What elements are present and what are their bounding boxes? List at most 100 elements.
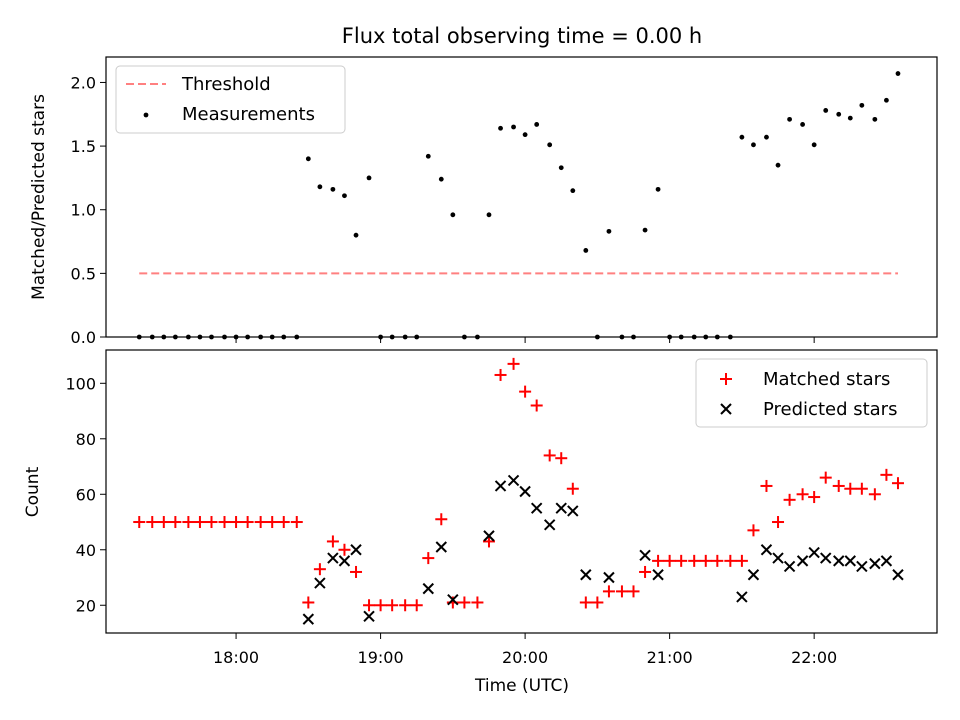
matched-star-marker — [519, 385, 532, 398]
matched-star-marker — [494, 368, 507, 381]
measurement-point — [655, 186, 661, 192]
predicted-star-marker — [327, 552, 339, 564]
predicted-star-marker — [796, 555, 809, 567]
predicted-star-marker — [567, 505, 579, 517]
bottom-panel: Count Time (UTC) 20 40 60 80 100 18:00 19:00 2… — [23, 349, 938, 696]
bottom-y-axis-label: Count — [23, 466, 43, 517]
matched-star-marker — [507, 357, 520, 370]
measurement-point — [366, 175, 372, 181]
matched-star-marker — [302, 596, 315, 609]
measurement-point — [522, 132, 528, 138]
matched-star-marker — [663, 554, 676, 567]
predicted-star-marker — [783, 560, 796, 573]
matched-star-marker — [146, 516, 159, 529]
predicted-star-marker — [808, 546, 820, 559]
predicted-star-marker — [760, 544, 773, 556]
measurement-point — [847, 115, 853, 121]
predicted-star-marker — [844, 555, 856, 567]
measurement-point — [583, 248, 589, 253]
measurement-point — [823, 108, 829, 113]
measurement-point — [353, 232, 359, 238]
measurement-point — [642, 227, 648, 233]
predicted-star-marker — [747, 569, 760, 581]
matched-star-marker — [832, 479, 845, 492]
top-plot-frame — [105, 56, 938, 338]
predicted-star-marker — [302, 613, 315, 625]
measurement-point — [800, 122, 805, 127]
matched-star-marker — [543, 449, 556, 462]
x-tick-label: 22:00 — [791, 648, 837, 667]
top-y-axis-label: Matched/Predicted stars — [29, 94, 49, 300]
matched-star-marker — [410, 599, 423, 612]
top-y-tick-label: 0.0 — [71, 328, 96, 347]
chart-title: Flux total observing time = 0.00 h — [342, 24, 702, 48]
x-tick-label: 19:00 — [358, 648, 404, 667]
predicted-star-marker — [363, 610, 375, 623]
matched-star-marker — [711, 554, 724, 567]
matched-star-marker — [254, 516, 267, 529]
matched-star-marker — [735, 554, 748, 567]
matched-star-marker — [218, 516, 231, 529]
measurement-point — [511, 124, 516, 130]
predicted-star-marker — [880, 555, 893, 567]
measurement-point — [342, 193, 347, 199]
matched-star-marker — [602, 585, 615, 598]
predicted-star-marker — [422, 582, 434, 595]
x-tick-label: 20:00 — [502, 648, 548, 667]
measurement-point — [775, 162, 781, 168]
measurement-point — [787, 116, 792, 122]
matched-star-marker — [555, 452, 568, 465]
predicted-legend-swatch — [720, 403, 732, 415]
predicted-star-marker — [856, 560, 868, 573]
matched-star-marker — [724, 554, 737, 567]
matched-star-marker — [205, 516, 218, 529]
x-tick-label: 21:00 — [647, 648, 693, 667]
matched-star-marker — [699, 554, 712, 567]
predicted-star-marker — [519, 485, 531, 498]
measurement-point — [751, 142, 756, 148]
measurement-point — [764, 134, 769, 140]
predicted-star-marker — [530, 502, 543, 514]
matched-star-marker — [182, 516, 195, 529]
predicted-star-marker — [507, 474, 520, 487]
matched-star-marker — [266, 516, 279, 529]
top-y-tick-label: 0.5 — [71, 264, 96, 283]
measurement-point — [884, 97, 889, 103]
bottom-plot-frame — [105, 349, 938, 634]
bottom-y-tick-label: 80 — [76, 430, 96, 449]
matched-star-marker — [652, 554, 665, 567]
bottom-y-ticks: 20 40 60 80 100 — [65, 374, 106, 615]
matched-star-marker — [290, 516, 303, 529]
bottom-y-tick-label: 40 — [76, 541, 96, 560]
matched-star-marker — [193, 516, 206, 529]
predicted-star-marker — [736, 591, 748, 603]
measurement-point — [425, 153, 431, 159]
predicted-star-marker — [350, 544, 362, 556]
matched-star-marker — [891, 477, 904, 490]
bottom-legend: Matched stars Predicted stars — [695, 358, 928, 428]
matched-star-marker — [482, 535, 495, 548]
measurement-point — [438, 176, 444, 182]
top-panel: Flux total observing time = 0.00 h Match… — [29, 24, 938, 347]
bottom-y-tick-label: 100 — [65, 374, 96, 393]
measurement-point — [558, 165, 564, 171]
matched-star-marker — [579, 596, 592, 609]
bottom-y-tick-label: 20 — [76, 596, 96, 615]
measurement-point — [498, 125, 503, 131]
predicted-star-marker — [543, 519, 556, 531]
matched-star-marker — [591, 596, 604, 609]
matched-star-marker — [458, 596, 471, 609]
predicted-star-marker — [580, 569, 592, 581]
matched-star-marker — [783, 493, 796, 506]
x-tick-label: 18:00 — [213, 648, 259, 667]
predicted-star-marker — [603, 571, 615, 584]
matched-star-marker — [639, 565, 652, 578]
matched-star-marker — [326, 535, 339, 548]
predicted-star-marker — [833, 555, 845, 567]
measurement-point — [606, 228, 612, 234]
matched-legend-swatch — [720, 373, 732, 385]
measurement-point — [317, 184, 323, 190]
matched-star-marker — [675, 554, 688, 567]
top-y-ticks: 0.0 0.5 1.0 1.5 2.0 — [71, 73, 106, 347]
